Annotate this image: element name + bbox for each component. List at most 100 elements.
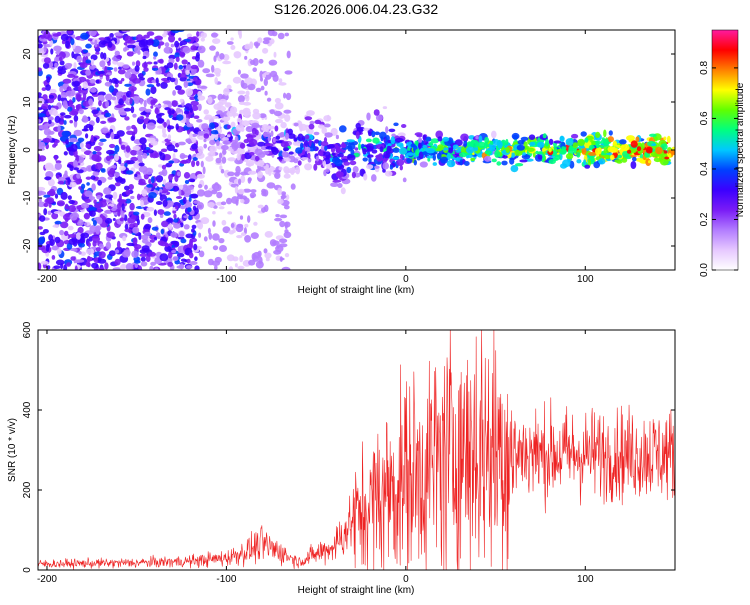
- heatmap-cell: [125, 198, 132, 204]
- heatmap-cell: [663, 136, 667, 141]
- heatmap-cell: [285, 132, 290, 140]
- heatmap-cell: [127, 44, 136, 49]
- heatmap-cell: [565, 138, 574, 146]
- heatmap-cell: [195, 160, 200, 167]
- heatmap-cell: [269, 239, 277, 247]
- heatmap-cell: [133, 260, 141, 264]
- heatmap-cell: [234, 135, 239, 144]
- heatmap-cell: [64, 104, 69, 110]
- heatmap-cell: [576, 152, 581, 158]
- heatmap-cell: [617, 154, 623, 159]
- heatmap-cell: [191, 160, 196, 168]
- heatmap-cell: [67, 195, 72, 201]
- heatmap-cell: [124, 185, 130, 191]
- heatmap-cell: [73, 167, 79, 171]
- heatmap-cell: [186, 258, 191, 264]
- heatmap-cell: [98, 200, 107, 208]
- heatmap-cell: [109, 33, 114, 38]
- heatmap-cell: [92, 220, 97, 226]
- heatmap-cell: [184, 180, 190, 184]
- heatmap-cell: [293, 137, 298, 142]
- heatmap-cell: [54, 62, 58, 68]
- heatmap-cell: [77, 219, 84, 227]
- heatmap-cell: [330, 182, 339, 187]
- y-tick-label: 20: [22, 48, 33, 60]
- heatmap-cell: [158, 164, 163, 168]
- heatmap-cell: [323, 115, 332, 122]
- heatmap-cell: [502, 155, 508, 159]
- heatmap-cell: [93, 145, 102, 152]
- heatmap-cell: [70, 38, 75, 46]
- heatmap-cell: [191, 105, 199, 111]
- heatmap-cell: [60, 33, 69, 42]
- heatmap-cell: [241, 232, 246, 237]
- heatmap-cell: [246, 126, 250, 130]
- heatmap-cell: [128, 184, 134, 190]
- heatmap-cell: [278, 243, 288, 248]
- heatmap-cell: [392, 156, 400, 160]
- heatmap-cell: [156, 82, 161, 87]
- heatmap-cell: [383, 151, 391, 159]
- heatmap-cell: [63, 230, 69, 236]
- heatmap-cell: [379, 146, 384, 153]
- heatmap-cell: [143, 34, 150, 39]
- heatmap-cell: [79, 62, 88, 69]
- heatmap-cell: [108, 250, 116, 257]
- heatmap-cell: [45, 84, 51, 91]
- heatmap-cell: [72, 97, 76, 103]
- heatmap-cell: [114, 153, 119, 161]
- heatmap-cell: [73, 80, 80, 87]
- heatmap-cell: [304, 163, 313, 171]
- heatmap-cell: [203, 143, 207, 149]
- colorbar-tick-label: 0.8: [699, 61, 710, 75]
- heatmap-cell: [526, 147, 535, 152]
- heatmap-cell: [367, 154, 374, 158]
- heatmap-cell: [430, 138, 440, 144]
- heatmap-cell: [366, 112, 371, 121]
- heatmap-cell: [240, 73, 249, 79]
- heatmap-cell: [124, 150, 130, 159]
- heatmap-cell: [200, 217, 210, 225]
- heatmap-cell: [427, 157, 431, 162]
- heatmap-cell: [162, 127, 166, 135]
- heatmap-cell: [262, 131, 271, 137]
- heatmap-cell: [278, 150, 284, 159]
- heatmap-cell: [178, 188, 182, 197]
- heatmap-cell: [221, 219, 227, 226]
- heatmap-cell: [494, 149, 501, 158]
- heatmap-cell: [305, 127, 309, 133]
- heatmap-cell: [51, 245, 60, 251]
- heatmap-cell: [435, 130, 444, 139]
- colorbar-tick-label: 0.0: [699, 263, 710, 277]
- heatmap-cell: [129, 97, 133, 105]
- heatmap-cell: [142, 62, 148, 69]
- heatmap-cell: [236, 235, 243, 239]
- chart-title: S126.2026.006.04.23.G32: [274, 1, 438, 17]
- heatmap-cell: [97, 91, 106, 96]
- heatmap-cell: [630, 140, 638, 148]
- heatmap-cell: [196, 173, 205, 179]
- heatmap-cell: [115, 104, 123, 109]
- heatmap-cell: [114, 249, 120, 254]
- heatmap-cell: [210, 148, 214, 156]
- heatmap-cell: [67, 106, 73, 112]
- heatmap-cell: [215, 157, 222, 164]
- heatmap-cell: [306, 146, 311, 153]
- heatmap-cell: [324, 132, 333, 138]
- heatmap-cell: [517, 139, 526, 145]
- heatmap-cell: [219, 245, 227, 252]
- heatmap-cell: [313, 163, 318, 171]
- heatmap-cell: [226, 41, 234, 45]
- heatmap-cell: [505, 146, 510, 153]
- heatmap-cell: [104, 81, 112, 87]
- heatmap-cell: [182, 46, 191, 54]
- heatmap-cell: [70, 143, 78, 152]
- x-tick-label: 100: [577, 574, 594, 585]
- heatmap-cell: [129, 202, 135, 211]
- heatmap-cell: [63, 151, 68, 156]
- heatmap-cell: [57, 125, 61, 132]
- heatmap-cell: [419, 161, 428, 168]
- heatmap-cell: [140, 213, 145, 220]
- heatmap-cell: [83, 222, 88, 226]
- snr-panel: -200 -100 0 100 0 200 400 600 Height of straig…: [7, 321, 676, 596]
